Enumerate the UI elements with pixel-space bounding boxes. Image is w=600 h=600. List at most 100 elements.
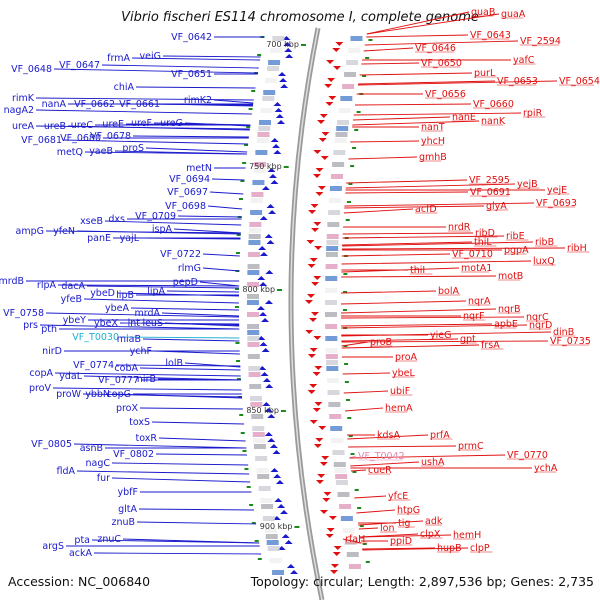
left-gene-label[interactable]: mrdA (134, 308, 160, 319)
left-gene-label[interactable]: veiG (140, 51, 161, 62)
left-gene-label[interactable]: chiA (114, 82, 135, 93)
right-gene-label[interactable]: ychA (534, 463, 558, 474)
left-gene-label[interactable]: znuC (97, 534, 121, 545)
left-gene-label[interactable]: rimK2 (184, 95, 212, 106)
left-gene-label[interactable]: ybeX (94, 318, 118, 329)
left-gene-label[interactable]: VF_0709 (135, 211, 176, 222)
right-gene-label[interactable]: ribD (475, 228, 495, 239)
left-gene-label[interactable]: copA (29, 368, 53, 379)
left-gene-label[interactable]: ybeA (105, 303, 129, 314)
right-gene-label[interactable]: frsA (481, 340, 500, 351)
left-gene-label[interactable]: cobA (114, 363, 138, 374)
left-gene-label[interactable]: rlmG (178, 263, 201, 274)
right-gene-label[interactable]: yhcH (421, 136, 445, 147)
right-gene-label[interactable]: pgpA (504, 245, 529, 256)
right-gene-label[interactable]: gpt (460, 334, 476, 345)
right-gene-label[interactable]: htpG (397, 505, 420, 516)
right-gene-label[interactable]: yfcE (388, 491, 408, 502)
right-gene-label[interactable]: dinB (553, 327, 574, 338)
left-gene-label[interactable]: VF_0802 (113, 449, 154, 460)
left-gene-label[interactable]: yfeB (61, 294, 82, 305)
right-gene-label[interactable]: cueR (368, 465, 392, 476)
right-gene-label[interactable]: kdsA (377, 430, 400, 441)
left-gene-label[interactable]: VF_0722 (160, 249, 201, 260)
left-gene-label[interactable]: dxs (108, 214, 125, 225)
left-gene-label[interactable]: yajL (120, 233, 140, 244)
right-gene-label[interactable]: nanT (421, 122, 445, 133)
left-gene-label[interactable]: proW (56, 389, 82, 400)
left-gene-label[interactable]: VF_0805 (31, 439, 72, 450)
left-gene-label[interactable]: nanA (42, 99, 67, 110)
right-gene-label[interactable]: thiL (474, 237, 492, 248)
left-gene-label[interactable]: gltA (118, 504, 137, 515)
right-gene-label[interactable]: hemH (453, 530, 481, 541)
left-gene-label[interactable]: mrdB (0, 276, 24, 287)
left-gene-label[interactable]: lipA (147, 286, 165, 297)
left-gene-label[interactable]: ureE (102, 119, 124, 130)
left-gene-label[interactable]: frmA (107, 53, 130, 64)
left-gene-label[interactable]: ispA (152, 224, 173, 235)
left-gene-label[interactable]: VF_0680 (60, 133, 101, 144)
left-gene-label[interactable]: ureC (71, 120, 94, 131)
right-gene-label[interactable]: VF_0653 (497, 76, 538, 87)
left-gene-label[interactable]: lnt (128, 318, 141, 329)
left-gene-label[interactable]: argS (42, 541, 64, 552)
left-gene-label[interactable]: ydaL (59, 371, 82, 382)
right-gene-label[interactable]: adk (425, 516, 443, 527)
left-gene-label[interactable]: fur (97, 473, 110, 484)
right-gene-label[interactable]: yejB (517, 179, 538, 190)
right-gene-label[interactable]: yafC (513, 55, 535, 66)
left-gene-label[interactable]: nirD (42, 346, 62, 357)
left-gene-label[interactable]: VF_0678 (90, 131, 131, 142)
right-gene-label[interactable]: nanE (452, 112, 476, 123)
right-gene-label[interactable]: nqrB (498, 304, 520, 315)
right-gene-label[interactable]: rfaH (345, 534, 365, 545)
left-gene-label[interactable]: metQ (57, 147, 83, 158)
right-gene-label[interactable]: ribE (506, 231, 525, 242)
left-gene-label[interactable]: ybbN (85, 389, 110, 400)
left-gene-label[interactable]: pth (41, 324, 57, 335)
right-gene-label[interactable]: ushA (421, 457, 445, 468)
right-gene-label[interactable]: motA1 (461, 263, 492, 274)
left-gene-label[interactable]: VF_0662 (74, 99, 115, 110)
right-gene-label[interactable]: rpiR (523, 108, 543, 119)
right-gene-label[interactable]: VF_0660 (473, 99, 514, 110)
left-gene-label[interactable]: lolB (165, 358, 183, 369)
left-gene-label[interactable]: nirB (137, 374, 156, 385)
left-gene-label[interactable]: VF_0648 (11, 64, 52, 75)
right-gene-label[interactable]: VF_0650 (421, 58, 462, 69)
right-gene-label[interactable]: ribB (535, 237, 554, 248)
right-gene-label[interactable]: yejE (547, 185, 567, 196)
left-gene-label[interactable]: VF_T0030 (72, 332, 119, 343)
right-gene-label[interactable]: ppiD (390, 536, 412, 547)
right-gene-label[interactable]: tig (398, 518, 410, 529)
right-gene-label[interactable]: clpX (420, 529, 441, 540)
left-gene-label[interactable]: fldA (56, 466, 75, 477)
right-gene-label[interactable]: guaA (501, 9, 526, 20)
right-gene-label[interactable]: ybeL (392, 368, 415, 379)
right-gene-label[interactable]: purL (474, 68, 496, 79)
right-gene-label[interactable]: gmhB (419, 152, 447, 163)
left-gene-label[interactable]: proV (29, 383, 52, 394)
right-gene-label[interactable]: ubiF (390, 386, 410, 397)
right-gene-label[interactable]: thiI (410, 265, 425, 276)
left-gene-label[interactable]: metN (186, 163, 212, 174)
right-gene-label[interactable]: VF_T0042 (358, 451, 405, 462)
left-gene-label[interactable]: miaB (117, 334, 141, 345)
left-gene-label[interactable]: copG (107, 389, 131, 400)
left-gene-label[interactable]: ureB (44, 121, 66, 132)
left-gene-label[interactable]: proS (122, 143, 144, 154)
right-gene-label[interactable]: bolA (438, 286, 459, 297)
right-gene-label[interactable]: VF_0710 (452, 249, 493, 260)
left-gene-label[interactable]: VF_0777 (98, 375, 139, 386)
right-gene-label[interactable]: nanK (481, 116, 506, 127)
left-gene-label[interactable]: VF_0661 (119, 99, 160, 110)
right-gene-label[interactable]: nqrD (529, 320, 552, 331)
right-gene-label[interactable]: prfA (430, 430, 450, 441)
right-gene-label[interactable]: acfD (415, 204, 437, 215)
left-gene-label[interactable]: panE (87, 233, 111, 244)
left-gene-label[interactable]: VF_0698 (165, 201, 206, 212)
left-gene-label[interactable]: ackA (69, 548, 93, 559)
left-gene-label[interactable]: rimK (12, 93, 35, 104)
right-gene-label[interactable]: nqrA (468, 296, 491, 307)
